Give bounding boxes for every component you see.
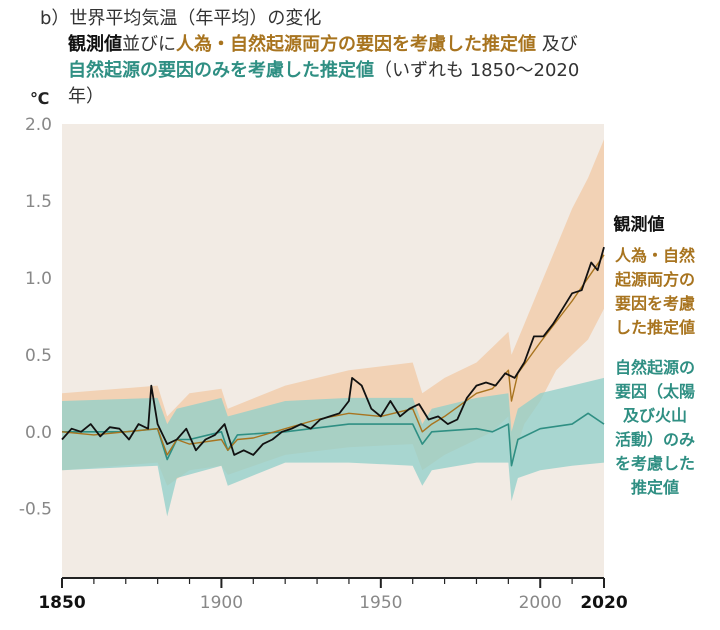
x-tick-label: 2000 (519, 593, 562, 613)
title-conj2: 及び (536, 34, 578, 55)
band-natural (62, 377, 604, 517)
y-tick-label: 0.5 (25, 346, 52, 366)
x-tick-label: 2020 (580, 593, 627, 613)
y-tick-label: -0.5 (19, 500, 52, 520)
legend-observed-label: 観測値 (613, 215, 665, 235)
y-tick-label: 1.5 (25, 192, 52, 212)
y-tick-label: 2.0 (25, 115, 52, 135)
title-label: b）世界平均気温（年平均）の変化 (40, 8, 322, 29)
x-tick-label: 1900 (200, 593, 243, 613)
legend-natural-line: 自然起源の (614, 358, 695, 377)
title-natural: 自然起源の要因のみを考慮した推定値 (68, 60, 374, 81)
series-observed (61, 246, 605, 456)
legend-natural-line: 要因（太陽 (614, 382, 695, 401)
legend-anthropogenic: 人為・自然 起源両方の 要因を考慮 した推定値 (600, 244, 710, 340)
legend-anthropogenic-line: 人為・自然 (614, 246, 695, 265)
title-observed: 観測値 (68, 34, 122, 55)
title-anthropogenic: 人為・自然起源両方の要因を考慮した推定値 (176, 34, 536, 55)
y-tick-label: 1.0 (25, 269, 52, 289)
legend-natural-line: 推定値 (630, 478, 679, 497)
title-note2: 年） (68, 86, 104, 107)
y-axis-unit: ℃ (30, 89, 49, 108)
legend-anthropogenic-line: 要因を考慮 (614, 294, 695, 313)
title-note: （いずれも 1850〜2020 (374, 60, 580, 81)
axes: 2.0 1.5 1.0 0.5 0.0 -0.5 ℃ 1850 1900 1950 2000 2020 (19, 89, 628, 613)
series-anthropogenic (61, 254, 605, 456)
series-lines (61, 246, 605, 467)
title-conj1: 並びに (122, 34, 176, 55)
legend-natural-line: 活動）のみ (614, 430, 695, 449)
legend-natural-line: を考慮した (614, 454, 695, 473)
y-tick-label: 0.0 (25, 423, 52, 443)
x-tick-label: 1950 (359, 593, 402, 613)
x-tick-label: 1850 (38, 593, 85, 613)
series-natural (62, 412, 605, 467)
legend-natural-line: 及び火山 (622, 406, 687, 425)
chart-title: b）世界平均気温（年平均）の変化 観測値並びに人為・自然起源両方の要因を考慮した… (40, 6, 680, 110)
legend-anthropogenic-line: した推定値 (614, 318, 695, 337)
legend-observed: 観測値 (604, 213, 674, 237)
legend-anthropogenic-line: 起源両方の (614, 270, 695, 289)
legend-natural: 自然起源の 要因（太陽 及び火山 活動）のみ を考慮した 推定値 (600, 356, 710, 500)
